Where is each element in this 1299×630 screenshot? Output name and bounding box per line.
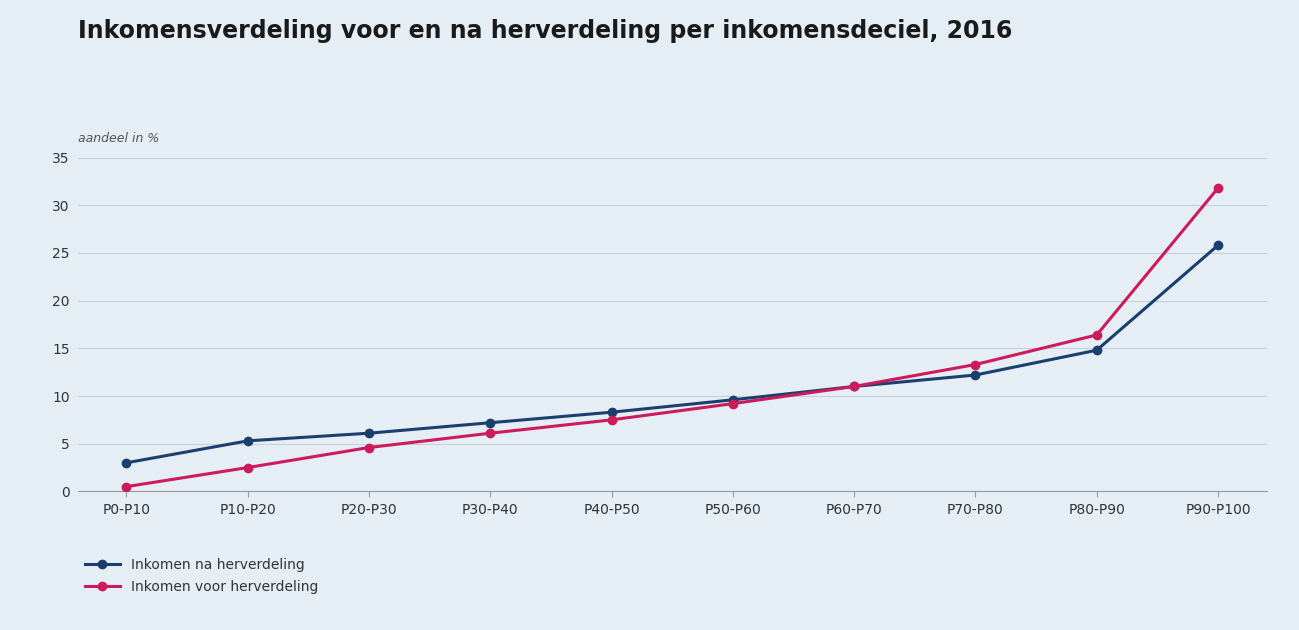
Inkomen voor herverdeling bbox=[482, 430, 498, 437]
Legend: Inkomen na herverdeling, Inkomen voor herverdeling: Inkomen na herverdeling, Inkomen voor he… bbox=[84, 558, 318, 594]
Inkomen na herverdeling bbox=[482, 419, 498, 427]
Inkomen voor herverdeling bbox=[847, 382, 863, 390]
Inkomen voor herverdeling bbox=[240, 464, 256, 471]
Inkomen voor herverdeling bbox=[118, 483, 134, 490]
Inkomen na herverdeling bbox=[847, 382, 863, 390]
Inkomen voor herverdeling bbox=[361, 444, 377, 451]
Inkomen na herverdeling bbox=[361, 430, 377, 437]
Inkomen na herverdeling bbox=[240, 437, 256, 445]
Inkomen voor herverdeling bbox=[1211, 184, 1226, 192]
Inkomen na herverdeling bbox=[1211, 241, 1226, 249]
Inkomen na herverdeling bbox=[604, 408, 620, 416]
Inkomen na herverdeling bbox=[725, 396, 740, 404]
Text: aandeel in %: aandeel in % bbox=[78, 132, 160, 145]
Inkomen voor herverdeling bbox=[725, 400, 740, 408]
Text: Inkomensverdeling voor en na herverdeling per inkomensdeciel, 2016: Inkomensverdeling voor en na herverdelin… bbox=[78, 19, 1012, 43]
Inkomen voor herverdeling bbox=[1089, 331, 1104, 339]
Inkomen na herverdeling bbox=[118, 459, 134, 467]
Inkomen voor herverdeling bbox=[968, 361, 983, 369]
Inkomen na herverdeling bbox=[968, 371, 983, 379]
Line: Inkomen voor herverdeling: Inkomen voor herverdeling bbox=[122, 184, 1222, 491]
Inkomen na herverdeling bbox=[1089, 346, 1104, 354]
Inkomen voor herverdeling bbox=[604, 416, 620, 423]
Line: Inkomen na herverdeling: Inkomen na herverdeling bbox=[122, 241, 1222, 467]
